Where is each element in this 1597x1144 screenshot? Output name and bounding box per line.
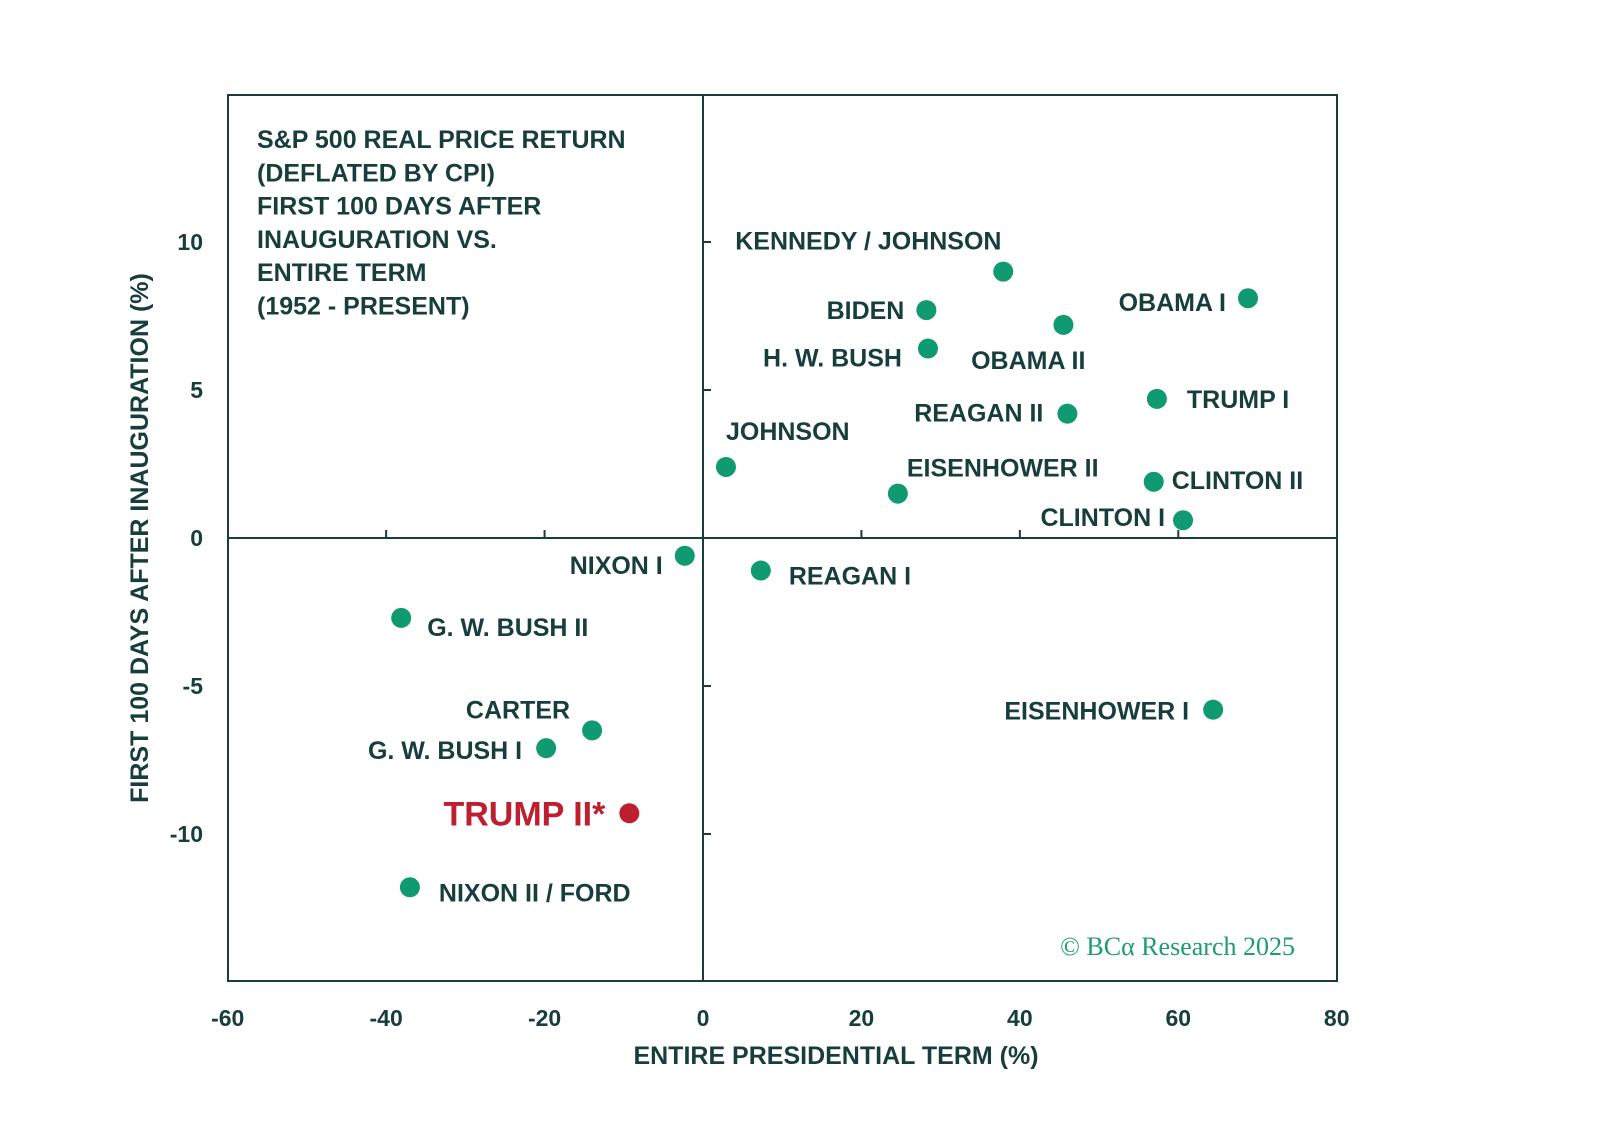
x-tick-label: 40 xyxy=(1007,1005,1033,1031)
y-tick-label: 5 xyxy=(190,377,203,403)
title-line: FIRST 100 DAYS AFTER xyxy=(257,193,541,221)
y-tick-label: -10 xyxy=(170,821,203,847)
title-line: (1952 - PRESENT) xyxy=(257,293,470,321)
data-point-label: OBAMA II xyxy=(971,347,1085,375)
x-tick-label: -60 xyxy=(211,1005,244,1031)
data-point xyxy=(399,877,420,898)
data-point xyxy=(1057,403,1078,424)
data-point xyxy=(1053,314,1074,335)
point-labels: KENNEDY / JOHNSON OBAMA I BIDEN OBAMA II H. … xyxy=(368,228,1303,908)
data-point xyxy=(619,803,640,824)
y-tick-label: 10 xyxy=(177,229,203,255)
x-tick-label: -20 xyxy=(528,1005,561,1031)
data-point-label: JOHNSON xyxy=(726,418,850,446)
title-line: (DEFLATED BY CPI) xyxy=(257,159,495,187)
data-point xyxy=(917,338,938,359)
data-point-label: NIXON I xyxy=(570,552,663,580)
data-point-label: EISENHOWER I xyxy=(1004,698,1189,726)
data-point-label: TRUMP II* xyxy=(443,795,606,833)
title-line: ENTIRE TERM xyxy=(257,259,426,287)
y-tick-label: -5 xyxy=(183,673,204,699)
x-tick-label: 20 xyxy=(849,1005,875,1031)
data-point xyxy=(993,261,1014,282)
data-point-label: CLINTON I xyxy=(1040,504,1165,532)
data-point xyxy=(1203,699,1224,720)
x-tick-label: 80 xyxy=(1324,1005,1350,1031)
data-point-label: REAGAN II xyxy=(914,400,1043,428)
data-point-label: NIXON II / FORD xyxy=(439,879,631,907)
chart-title: S&P 500 REAL PRICE RETURN (DEFLATED BY CP… xyxy=(257,126,626,321)
data-point xyxy=(536,738,557,759)
data-point xyxy=(750,560,771,581)
x-axis-title: ENTIRE PRESIDENTIAL TERM (%) xyxy=(633,1042,1038,1070)
data-point xyxy=(391,607,412,628)
data-point xyxy=(1237,288,1258,309)
x-tick-label: -40 xyxy=(370,1005,403,1031)
data-point-label: TRUMP I xyxy=(1187,386,1289,414)
data-points xyxy=(391,261,1258,898)
data-point xyxy=(715,456,736,477)
data-point-label: EISENHOWER II xyxy=(907,455,1099,483)
data-point-label: CARTER xyxy=(466,696,570,724)
data-point-label: KENNEDY / JOHNSON xyxy=(735,228,1001,256)
data-point-label: OBAMA I xyxy=(1119,289,1226,317)
data-point xyxy=(916,300,937,321)
x-axis-ticks: -60 -40 -20 0 20 40 60 80 xyxy=(211,530,1350,1031)
x-tick-label: 0 xyxy=(697,1005,710,1031)
y-axis-title: FIRST 100 DAYS AFTER INAUGURATION (%) xyxy=(126,273,154,803)
data-point xyxy=(582,720,603,741)
x-tick-label: 60 xyxy=(1165,1005,1191,1031)
data-point-label: REAGAN I xyxy=(789,563,911,591)
copyright-annotation: © BCα Research 2025 xyxy=(1060,932,1295,961)
data-point xyxy=(887,483,908,504)
data-point-label: CLINTON II xyxy=(1172,467,1303,495)
data-point xyxy=(1146,388,1167,409)
title-line: INAUGURATION VS. xyxy=(257,226,497,254)
data-point-label: H. W. BUSH xyxy=(763,345,902,373)
data-point xyxy=(1173,510,1194,531)
y-axis-ticks: 10 5 0 -5 -10 xyxy=(170,229,711,847)
data-point-label: BIDEN xyxy=(827,297,905,325)
data-point xyxy=(674,545,695,566)
title-line: S&P 500 REAL PRICE RETURN xyxy=(257,126,626,154)
data-point-label: G. W. BUSH II xyxy=(427,614,588,642)
data-point-label: G. W. BUSH I xyxy=(368,737,522,765)
data-point xyxy=(1143,471,1164,492)
y-tick-label: 0 xyxy=(190,525,203,551)
